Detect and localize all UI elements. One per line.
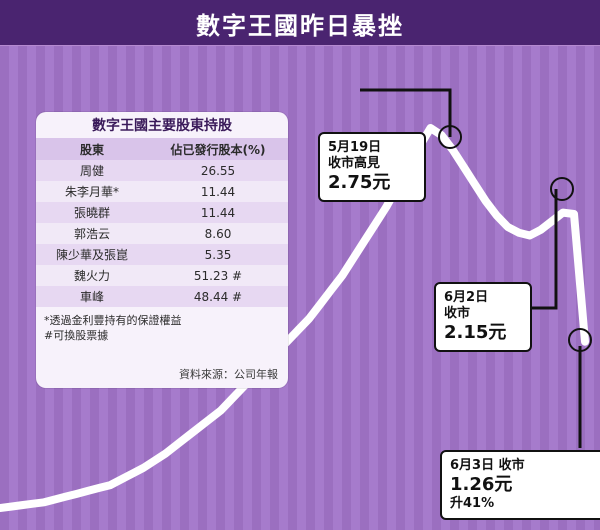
series-line xyxy=(0,124,589,512)
table-cell-name: 車峰 xyxy=(79,290,104,304)
callout-jun3-change: 升41% xyxy=(450,496,495,511)
callout-high: 5月19日 收市高見 2.75元 xyxy=(318,132,426,202)
table-row: 魏火力 51.23 # xyxy=(36,265,288,286)
page-title: 數字王國昨日暴挫 xyxy=(196,11,404,40)
callout-jun3: 6月3日 收市 1.26元 升41% xyxy=(440,450,600,520)
table-cell-value: 11.44 xyxy=(200,184,236,199)
table-cell-name: 郭浩云 xyxy=(73,227,110,241)
chart-area: 數字王國主要股東持股 股東 佔已發行股本(%) 周健 26.55 朱李月華* 1… xyxy=(0,46,600,530)
note-1: *透過金利豐持有的保證權益 xyxy=(44,314,182,327)
callout-jun2: 6月2日 收市 2.15元 xyxy=(434,282,532,352)
header-bar: 數字王國昨日暴挫 xyxy=(0,0,600,48)
callout-jun2-value: 2.15元 xyxy=(444,322,507,343)
note-2: #可換股票據 xyxy=(44,329,109,342)
table-cell-name: 陳少華及張崑 xyxy=(55,248,128,262)
table-row: 陳少華及張崑 5.35 xyxy=(36,244,288,265)
table-header-row: 股東 佔已發行股本(%) xyxy=(36,138,288,160)
table-body: 周健 26.55 朱李月華* 11.44 張曉群 11.44 郭浩云 8.60 … xyxy=(36,160,288,307)
callout-high-value: 2.75元 xyxy=(328,172,391,193)
table-row: 郭浩云 8.60 xyxy=(36,223,288,244)
table-cell-value: 5.35 xyxy=(204,247,232,262)
table-row: 周健 26.55 xyxy=(36,160,288,181)
callout-jun3-value: 1.26元 xyxy=(450,474,513,495)
highlight-circles xyxy=(438,125,592,352)
table-cell-name: 張曉群 xyxy=(73,206,110,220)
callout-high-line-1: 5月19日 xyxy=(328,140,382,155)
table-cell-name: 周健 xyxy=(79,164,104,178)
table-cell-value: 26.55 xyxy=(200,163,236,178)
table-row: 張曉群 11.44 xyxy=(36,202,288,223)
table-notes: *透過金利豐持有的保證權益 #可換股票據 xyxy=(36,307,288,343)
callout-high-line-2: 收市高見 xyxy=(328,156,381,171)
shareholding-table-card: 數字王國主要股東持股 股東 佔已發行股本(%) 周健 26.55 朱李月華* 1… xyxy=(36,112,288,388)
callout-jun2-line-1: 6月2日 xyxy=(444,290,489,305)
highlight-circle-high xyxy=(438,125,462,149)
table-header-col-1: 股東 xyxy=(79,142,104,157)
callout-jun3-line-1: 6月3日 收市 xyxy=(450,458,525,473)
table-header-col-2: 佔已發行股本(%) xyxy=(170,142,266,157)
table-cell-name: 朱李月華* xyxy=(64,185,119,199)
callout-jun2-line-2: 收市 xyxy=(444,306,471,321)
table-cell-value: 11.44 xyxy=(200,205,236,220)
highlight-circle-jun3 xyxy=(568,328,592,352)
table-cell-value: 48.44 # xyxy=(193,289,243,304)
table-title: 數字王國主要股東持股 xyxy=(92,118,232,134)
table-cell-name: 魏火力 xyxy=(73,269,110,283)
table-cell-value: 51.23 # xyxy=(193,268,243,283)
table-row: 車峰 48.44 # xyxy=(36,286,288,307)
table-row: 朱李月華* 11.44 xyxy=(36,181,288,202)
source-text: 資料來源：公司年報 xyxy=(179,368,278,381)
table-cell-value: 8.60 xyxy=(204,226,232,241)
highlight-circle-jun2 xyxy=(550,177,574,201)
callout-connector-high xyxy=(360,88,452,137)
